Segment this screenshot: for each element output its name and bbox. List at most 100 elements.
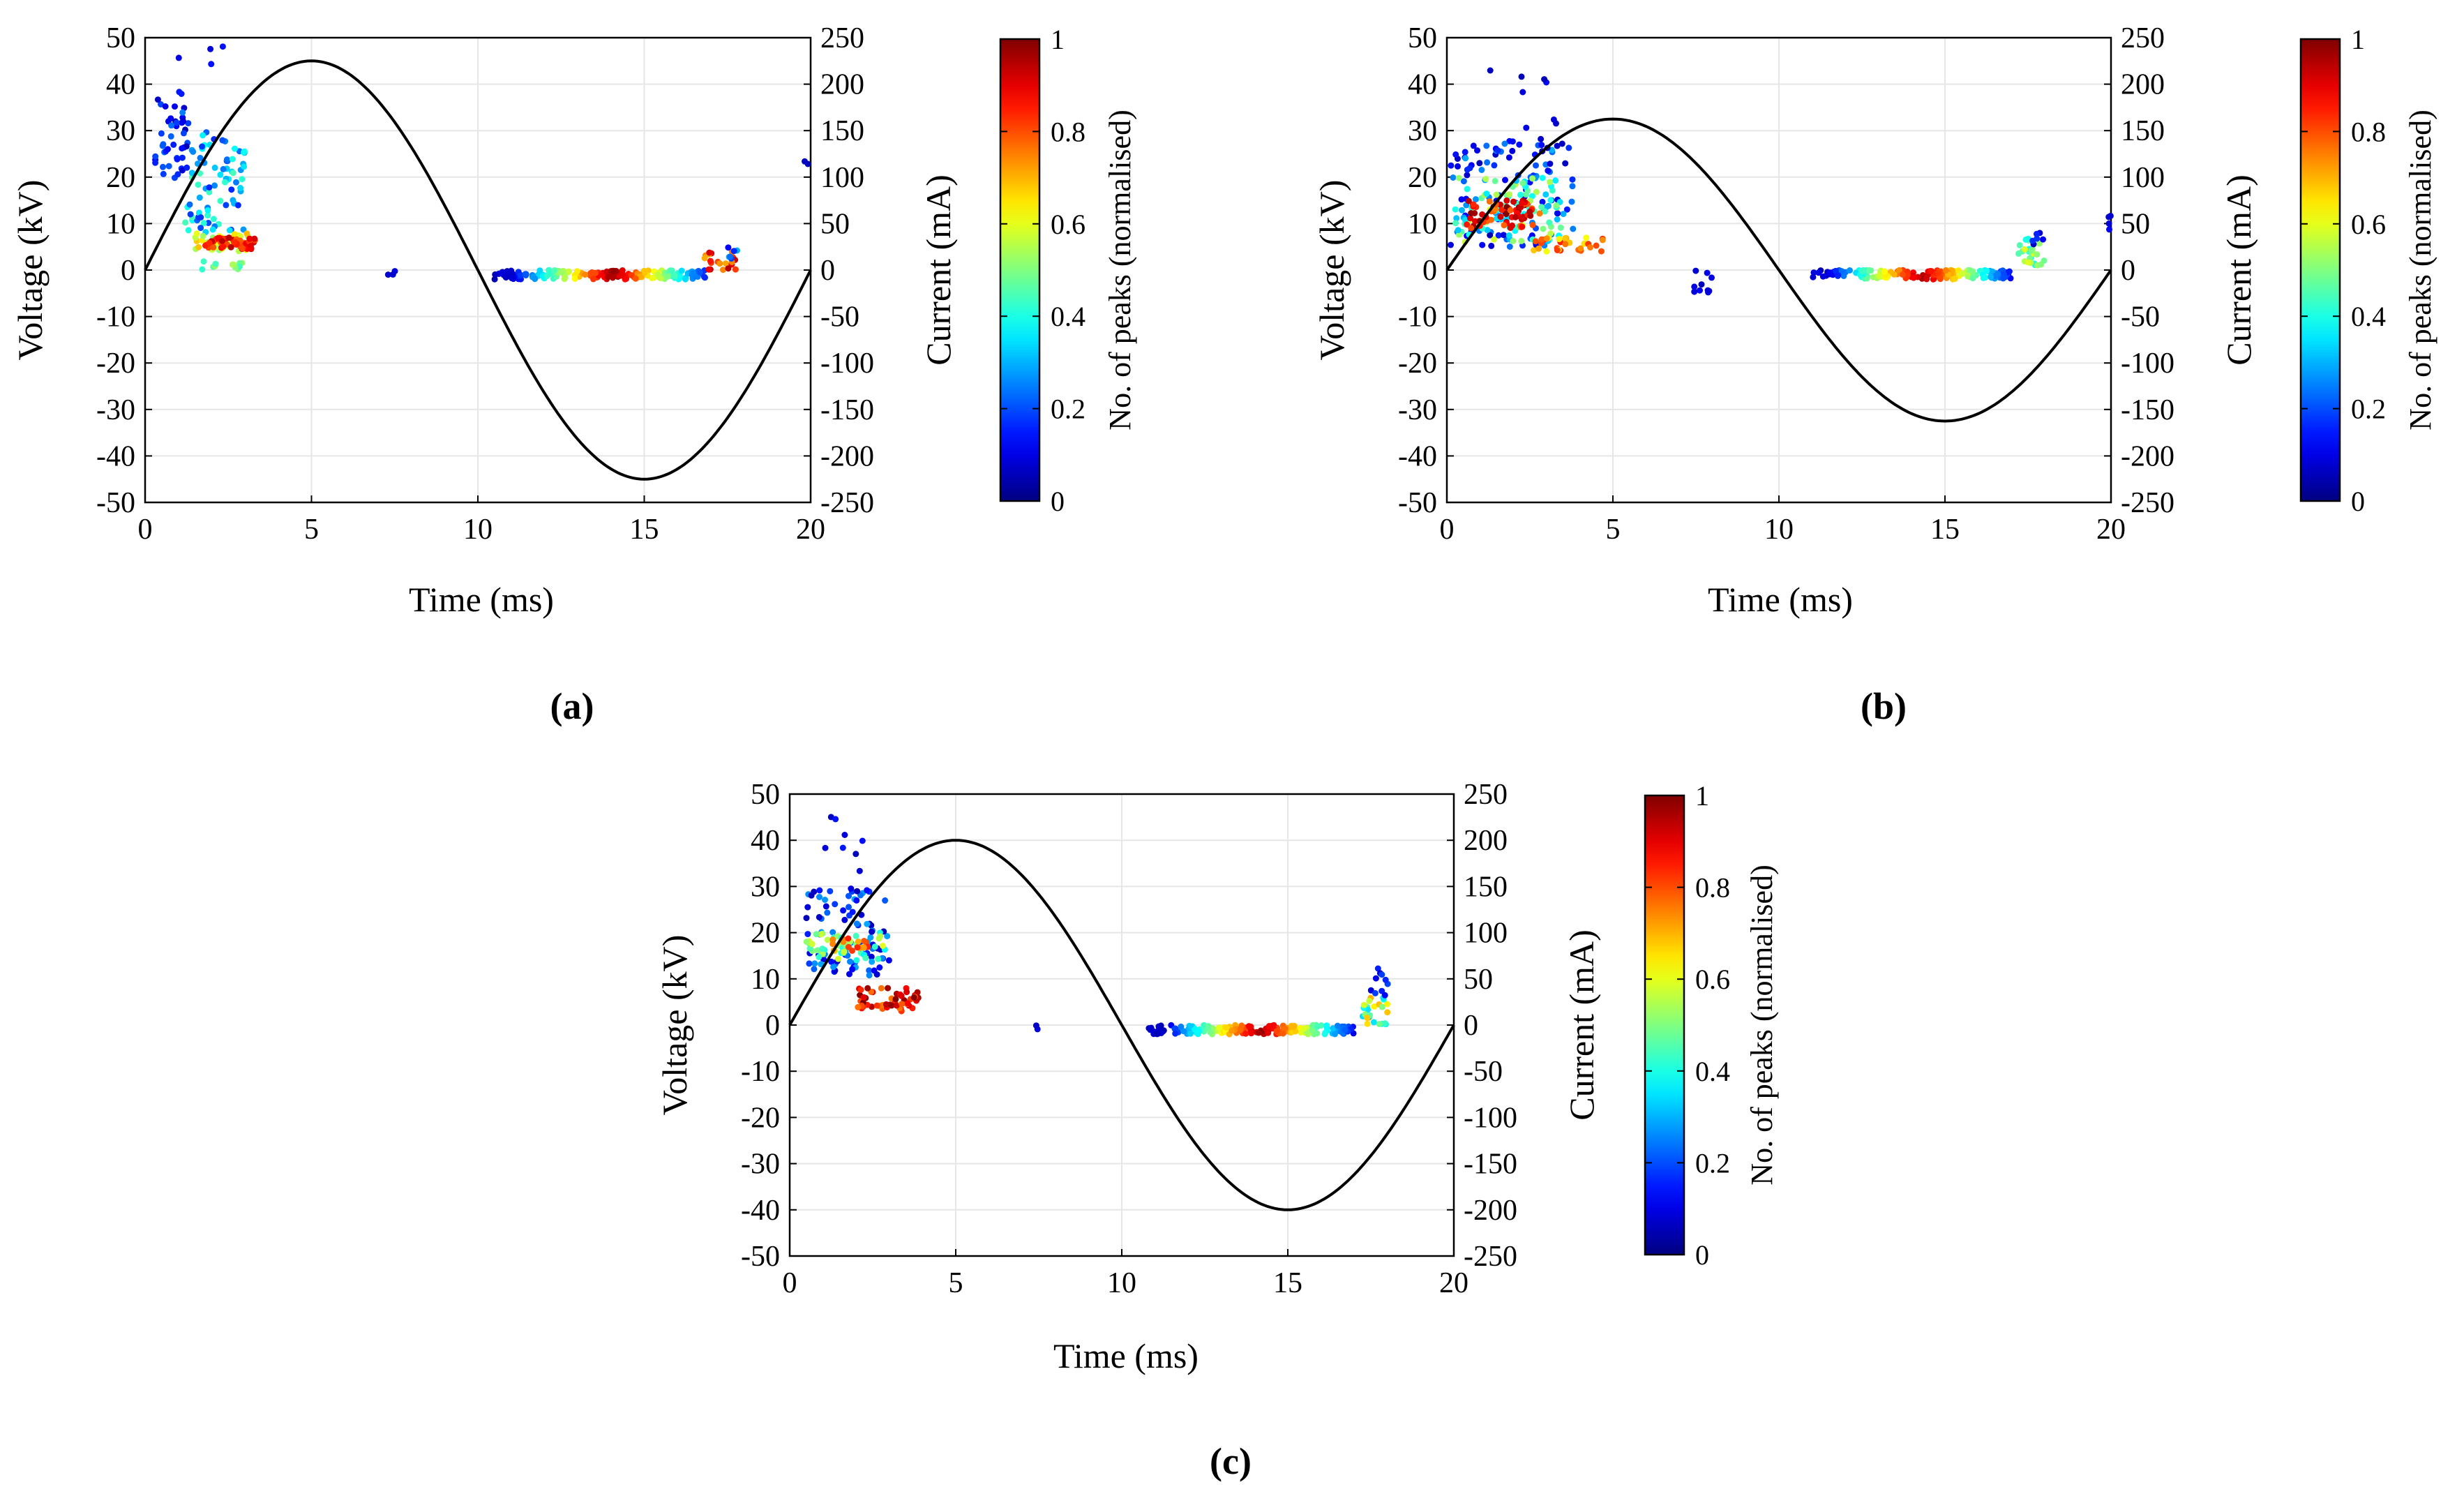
y-tick-label: -50 — [1398, 487, 1437, 519]
scatter-point — [690, 269, 697, 276]
scatter-point — [1453, 215, 1460, 222]
scatter-point — [219, 43, 226, 50]
y2-tick-label: -50 — [1464, 1056, 1503, 1088]
panel-caption: (b) — [1861, 685, 1907, 727]
y-tick-label: -50 — [96, 487, 135, 519]
colorbar-label: No. of peaks (normalised) — [1103, 110, 1137, 430]
scatter-point — [1951, 276, 1958, 283]
y2-tick-label: -250 — [1464, 1241, 1517, 1273]
scatter-point — [1518, 73, 1525, 80]
scatter-point — [1382, 976, 1389, 983]
scatter-point — [232, 145, 238, 152]
x-tick-label: 5 — [949, 1267, 963, 1299]
x-tick-label: 5 — [1606, 514, 1621, 546]
y-tick-label: -40 — [96, 440, 135, 472]
scatter-point — [1502, 177, 1508, 184]
scatter-point — [222, 179, 228, 186]
scatter-point — [200, 132, 206, 139]
x-tick-label: 15 — [630, 514, 659, 546]
x-tick-label: 10 — [1764, 514, 1794, 546]
scatter-point — [1562, 234, 1569, 241]
scatter-point — [2006, 268, 2013, 275]
colorbar-tick-label: 1 — [1695, 780, 1709, 812]
scatter-point — [243, 230, 250, 237]
scatter-point — [878, 985, 885, 992]
scatter-point — [152, 153, 159, 160]
colorbar-tick-label: 0.8 — [2351, 116, 2386, 147]
scatter-point — [225, 234, 232, 241]
scatter-point — [1558, 140, 1565, 147]
scatter-point — [195, 181, 202, 188]
scatter-point — [573, 268, 580, 275]
scatter-point — [1450, 174, 1457, 181]
scatter-point — [1538, 142, 1545, 149]
scatter-point — [2033, 230, 2040, 237]
scatter-point — [224, 156, 230, 163]
scatter-point — [509, 275, 516, 282]
scatter-point — [1598, 248, 1605, 255]
scatter-point — [1256, 1029, 1262, 1036]
y-tick-label: 20 — [1408, 162, 1437, 194]
scatter-point — [861, 938, 868, 944]
scatter-point — [730, 248, 737, 255]
y2-tick-label: 200 — [2121, 69, 2165, 101]
y-tick-label: -40 — [1398, 440, 1437, 472]
scatter-point — [207, 45, 214, 52]
scatter-point — [1381, 1020, 1388, 1027]
scatter-point — [1519, 223, 1526, 230]
scatter-point — [1148, 1024, 1155, 1031]
scatter-point — [871, 943, 878, 950]
scatter-point — [811, 966, 818, 973]
scatter-point — [197, 225, 204, 232]
scatter-point — [197, 214, 204, 220]
scatter-point — [1171, 1025, 1178, 1032]
y-axis-label: Voltage (kV) — [1312, 180, 1351, 361]
scatter-point — [200, 258, 207, 265]
scatter-point — [384, 271, 391, 278]
scatter-point — [185, 227, 192, 234]
scatter-point — [1510, 198, 1517, 205]
scatter-point — [1487, 67, 1494, 74]
scatter-point — [701, 255, 708, 262]
scatter-point — [2038, 261, 2045, 268]
y-tick-label: -40 — [741, 1195, 780, 1227]
current-sine-curve — [1445, 117, 2112, 423]
scatter-point — [857, 987, 864, 993]
scatter-point — [855, 939, 862, 945]
y-tick-label: 0 — [765, 1010, 780, 1042]
scatter-point — [873, 1002, 880, 1009]
scatter-point — [830, 964, 837, 971]
scatter-point — [1370, 1019, 1377, 1026]
scatter-point — [183, 164, 190, 171]
scatter-point — [199, 266, 206, 273]
scatter-point — [1237, 1026, 1244, 1033]
scatter-point — [1541, 76, 1548, 83]
panel-caption: (c) — [1210, 1440, 1252, 1482]
y2-tick-label: 50 — [2121, 208, 2150, 240]
scatter-point — [1492, 206, 1498, 213]
scatter-point — [1512, 214, 1519, 220]
scatter-point — [389, 271, 396, 278]
colorbar-tick-label: 0 — [2351, 486, 2365, 517]
scatter-point — [1532, 238, 1539, 245]
scatter-point — [1290, 1023, 1297, 1030]
scatter-point — [822, 897, 828, 903]
y2-axis-label: Current (mA) — [919, 174, 958, 366]
scatter-point — [1248, 1030, 1255, 1037]
scatter-point — [167, 133, 174, 140]
scatter-point — [1509, 138, 1516, 145]
scatter-point — [804, 904, 811, 911]
scatter-point — [1460, 178, 1467, 185]
scatter-point — [841, 832, 848, 838]
scatter-point — [846, 971, 852, 978]
y2-tick-label: 0 — [2121, 255, 2135, 287]
scatter-point — [868, 953, 875, 960]
scatter-point — [1542, 191, 1549, 198]
scatter-point — [206, 188, 213, 195]
scatter-point — [251, 235, 258, 242]
scatter-point — [1995, 270, 2001, 277]
scatter-point — [532, 276, 539, 283]
scatter-point — [210, 244, 217, 251]
y-axis-label: Voltage (kV) — [10, 180, 50, 361]
scatter-point — [1464, 221, 1471, 228]
